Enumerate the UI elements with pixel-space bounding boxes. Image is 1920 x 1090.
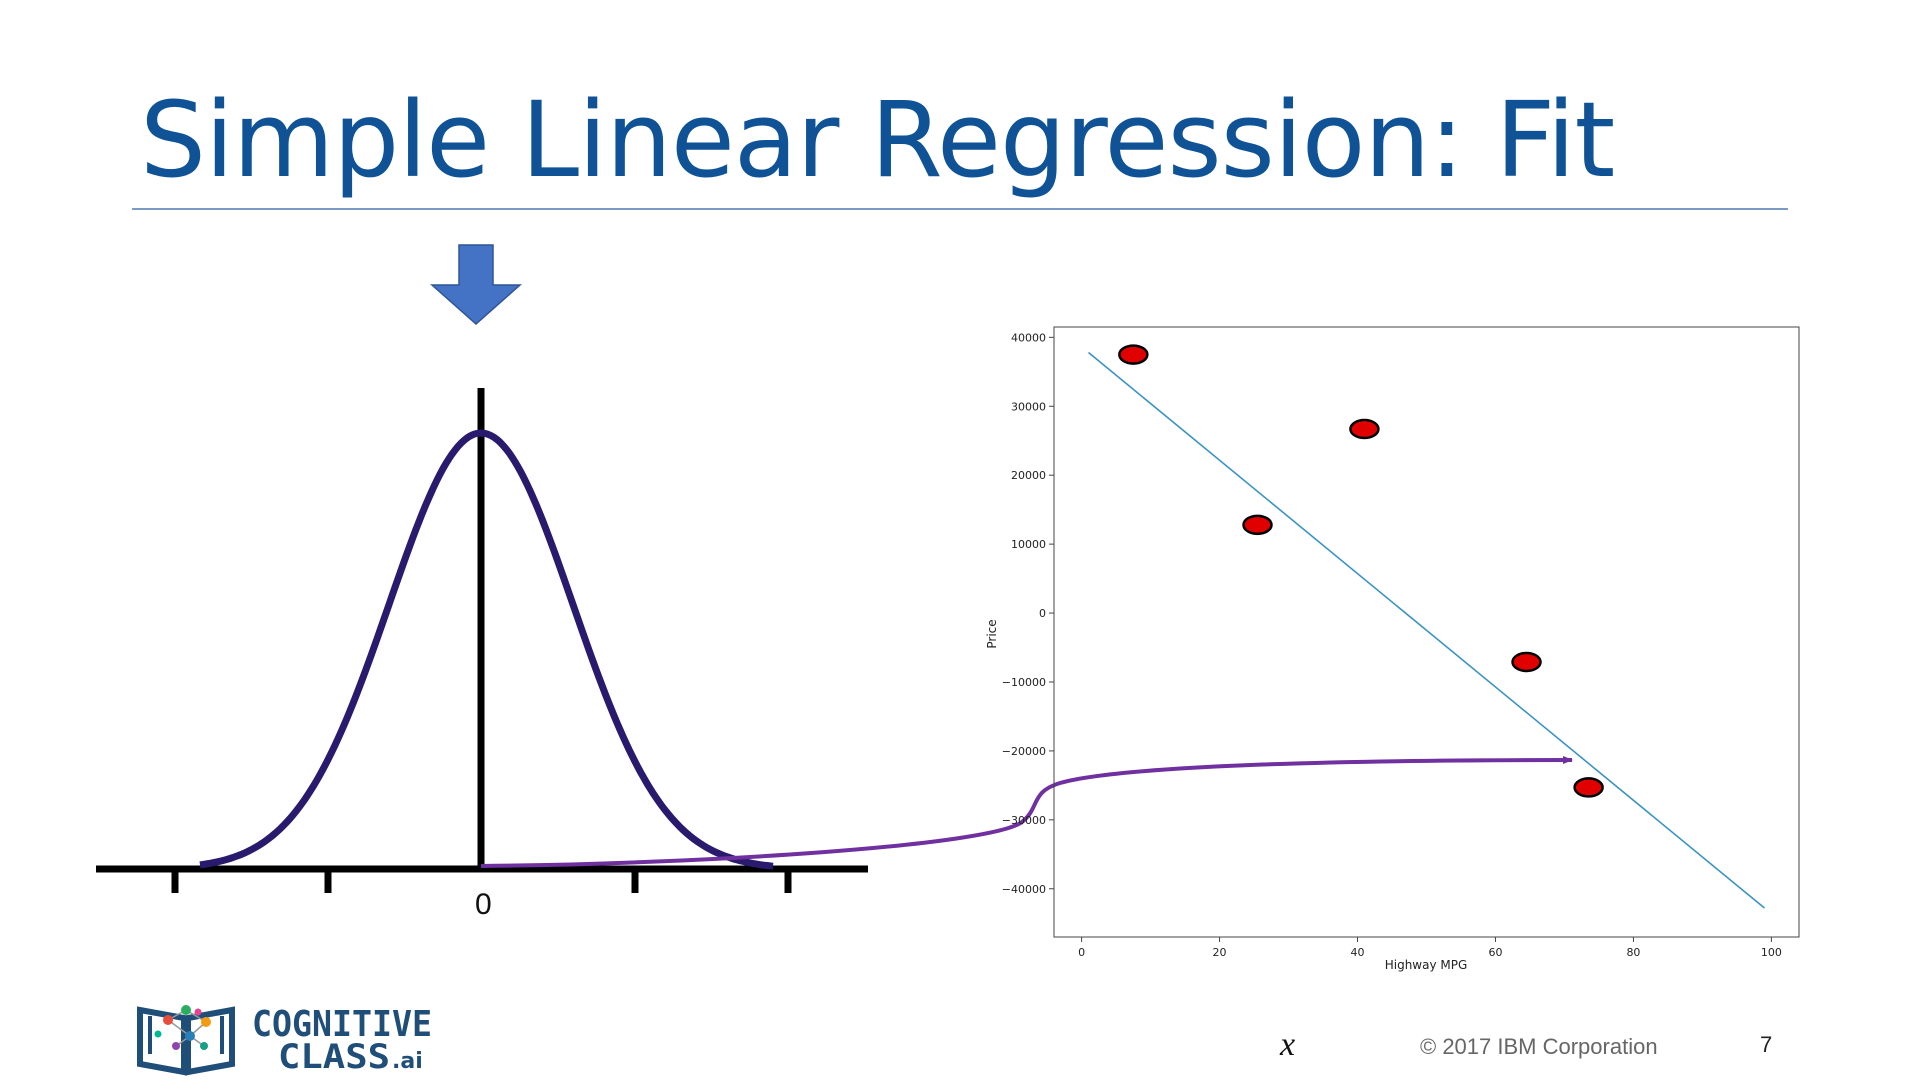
distribution-zero-label: 0 xyxy=(475,888,492,921)
data-points xyxy=(1118,344,1604,798)
logo-text-suffix: .ai xyxy=(392,1049,423,1074)
data-point xyxy=(1242,514,1273,536)
x-tick-label: 80 xyxy=(1626,946,1640,959)
data-point xyxy=(1118,344,1149,365)
copyright-text: © 2017 IBM Corporation xyxy=(1420,1034,1658,1059)
slide-title: Simple Linear Regression: Fit xyxy=(140,79,1615,201)
plot-frame xyxy=(1053,326,1800,938)
y-axis-label: Price xyxy=(985,619,999,648)
x-axis-label: Highway MPG xyxy=(1385,958,1468,972)
x-tick-label: 0 xyxy=(1078,946,1085,959)
error-connector-arrow xyxy=(480,756,1573,868)
x-tick-label: 100 xyxy=(1761,946,1782,959)
cognitive-class-logo: COGNITIVE CLASS .ai xyxy=(137,1004,432,1077)
x-variable-label: x xyxy=(1280,1026,1296,1063)
regression-fit-line xyxy=(1087,351,1766,909)
title-divider xyxy=(132,208,1788,210)
y-tick-label: 40000 xyxy=(1011,331,1046,344)
y-tick-label: 10000 xyxy=(1011,538,1046,551)
book-network-icon xyxy=(137,1005,235,1076)
page-number: 7 xyxy=(1760,1032,1773,1057)
logo-text-line2: CLASS xyxy=(278,1037,390,1077)
x-axis: 0 20 40 60 80 100 xyxy=(1078,937,1782,959)
y-axis: 40000 30000 20000 10000 0 −10000 −20000 −30000 −… xyxy=(1002,331,1054,896)
y-tick-label: −40000 xyxy=(1002,883,1046,896)
logo-text-line1: COGNITIVE xyxy=(252,1004,432,1045)
data-point xyxy=(1573,777,1604,798)
normal-distribution xyxy=(96,244,868,893)
data-point xyxy=(1349,418,1380,440)
y-tick-label: −10000 xyxy=(1002,676,1046,689)
down-arrow-icon xyxy=(430,244,522,326)
x-tick-label: 60 xyxy=(1488,946,1502,959)
scatter-plot: 0 20 40 60 80 100 40000 30000 20000 10000 0 −10000… xyxy=(985,326,1800,972)
y-tick-label: 20000 xyxy=(1011,469,1046,482)
data-point xyxy=(1511,651,1542,673)
y-tick-label: −20000 xyxy=(1002,745,1046,758)
bell-curve xyxy=(199,429,774,870)
y-tick-label: 0 xyxy=(1039,607,1046,620)
y-tick-label: 30000 xyxy=(1011,400,1046,413)
y-tick-label: −30000 xyxy=(1002,814,1046,827)
x-tick-label: 40 xyxy=(1351,946,1365,959)
x-tick-label: 20 xyxy=(1213,946,1227,959)
